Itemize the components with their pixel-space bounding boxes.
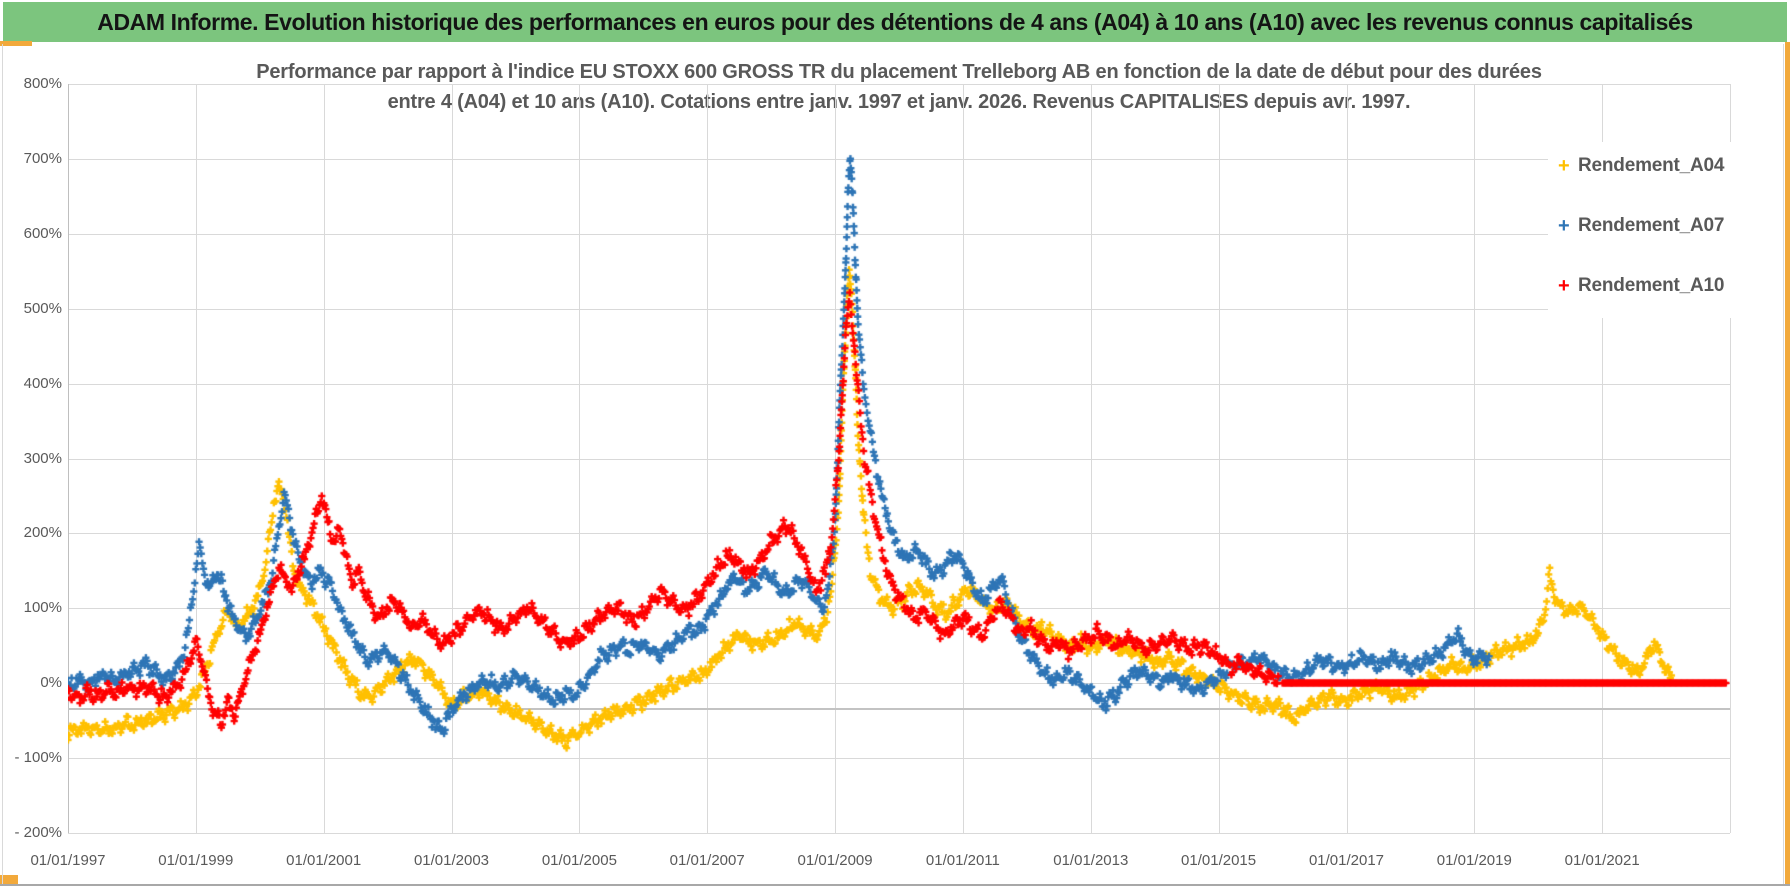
x-axis-tick-label: 01/01/2015 [1181,852,1257,869]
x-axis-tick-label: 01/01/2019 [1436,852,1512,869]
chart-title-line1: Performance par rapport à l'indice EU ST… [256,61,1542,83]
y-axis-tick-label: 500% [23,299,62,317]
x-axis-tick-label: 01/01/2021 [1564,852,1640,869]
legend-label: Rendement_A07 [1578,215,1725,236]
legend-entry-rendement_a10: + Rendement_A10 [1558,274,1724,298]
x-axis-tick-label: 01/01/2013 [1053,852,1129,869]
x-axis-tick-label: 01/01/2011 [925,852,1000,869]
plus-marker-icon: + [1558,275,1570,297]
legend-label: Rendement_A04 [1578,155,1725,176]
legend-entry-rendement_a04: + Rendement_A04 [1558,154,1724,178]
x-axis-tick-label: 01/01/2003 [413,852,490,869]
x-axis-tick-label: 01/01/2007 [669,852,745,869]
gold-accent-top-left [0,41,32,46]
chart-frame-right-border [1783,44,1784,884]
x-axis-tick-label: 01/01/1997 [30,852,106,869]
plus-marker-icon: + [1558,215,1570,237]
x-axis-tick-label: 01/01/2017 [1308,852,1385,869]
report-header-bar: ADAM Informe. Evolution historique des p… [3,2,1787,42]
scatter-series-canvas [68,84,1730,834]
y-axis-tick-label: 100% [23,599,62,617]
chart-frame-left-border [2,44,3,884]
y-axis-tick-label: - 100% [14,749,62,767]
x-axis-tick-label: 01/01/1999 [158,852,234,869]
legend-entry-rendement_a07: + Rendement_A07 [1558,214,1724,238]
y-axis-tick-label: 700% [23,149,62,167]
y-axis-tick-label: 600% [23,224,62,242]
legend: + Rendement_A04 + Rendement_A07 + Rendement_A… [1548,142,1776,318]
y-axis-tick-label: 0% [40,674,62,692]
y-axis-tick-label: 300% [23,449,62,467]
gold-accent-right-bar [1785,42,1790,886]
gold-accent-bottom-left [0,875,18,885]
y-axis-tick-label: 400% [23,374,62,392]
vertical-gridline [1730,84,1731,833]
plus-marker-icon: + [1558,155,1570,177]
x-axis-tick-label: 01/01/2009 [797,852,873,869]
chart-frame-bottom-border [0,884,1790,886]
y-axis-tick-label: 200% [23,524,62,542]
report-title: ADAM Informe. Evolution historique des p… [97,8,1693,35]
y-axis-tick-label: - 200% [14,824,62,841]
x-axis-tick-label: 01/01/2001 [286,852,362,869]
y-axis-tick-label: 800% [23,75,62,92]
x-axis-tick-label: 01/01/2005 [541,852,617,869]
legend-label: Rendement_A10 [1578,275,1725,296]
